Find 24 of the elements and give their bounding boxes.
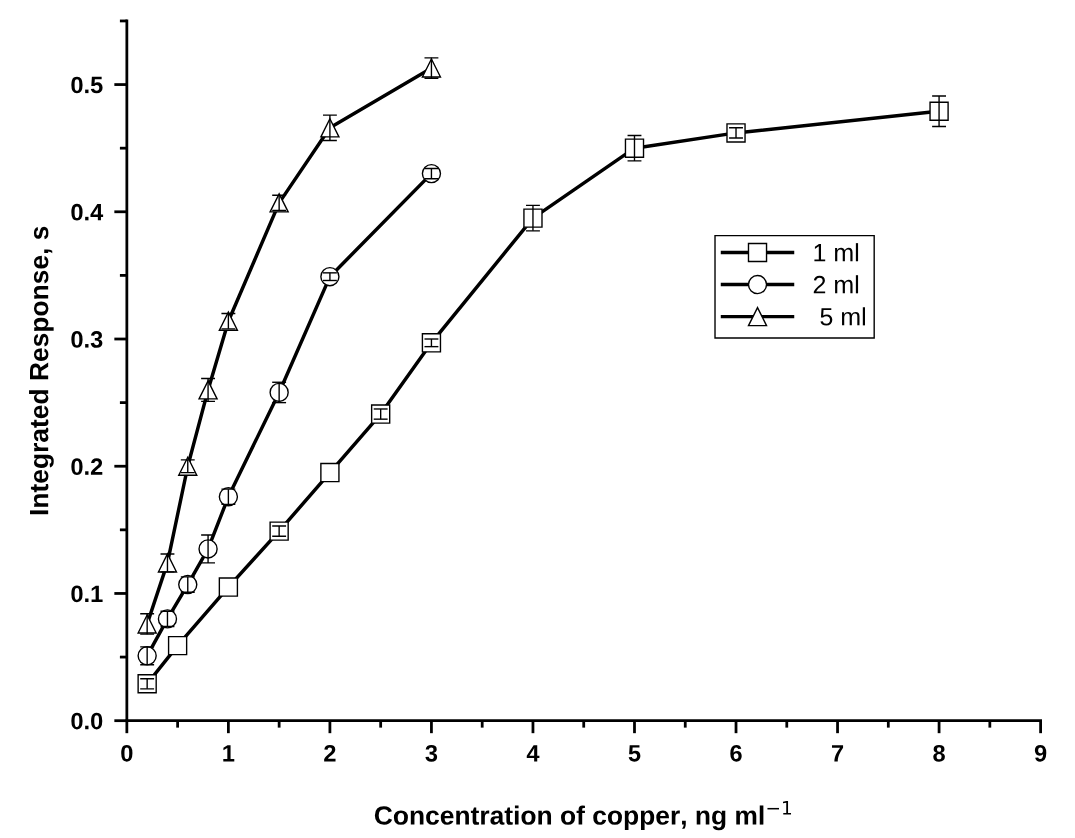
y-tick-label: 0.1 [71,585,103,603]
legend-label: 2 ml [813,275,859,294]
x-tick-label: 5 [628,745,641,762]
y-tick-label: 0.0 [71,712,103,730]
x-tick-label: 7 [831,745,844,762]
y-axis-title: Integrated Response, s [29,226,54,515]
x-tick-label: 4 [526,745,540,762]
x-tick-label: 9 [1034,744,1047,762]
y-tick-label: 0.2 [71,458,103,476]
x-tick-label: 3 [425,744,438,762]
x-axis-title: Concentration of copper, ng ml$^{−1}$ [374,801,792,831]
x-tick-label: 6 [730,744,742,762]
x-tick-label: 2 [324,744,336,762]
x-tick-label: 0 [121,744,133,762]
point [167,635,188,656]
x-tick-label: 8 [933,744,945,762]
point [218,577,239,597]
y-tick-label: 0.5 [71,76,103,94]
y-tick-label: 0.4 [71,203,104,221]
y-tick-label: 0.3 [71,331,103,348]
legend-label: 5 ml [820,307,866,326]
point [320,462,340,483]
x-tick-label: 1 [223,745,235,762]
legend-label: 1 ml [814,243,859,262]
